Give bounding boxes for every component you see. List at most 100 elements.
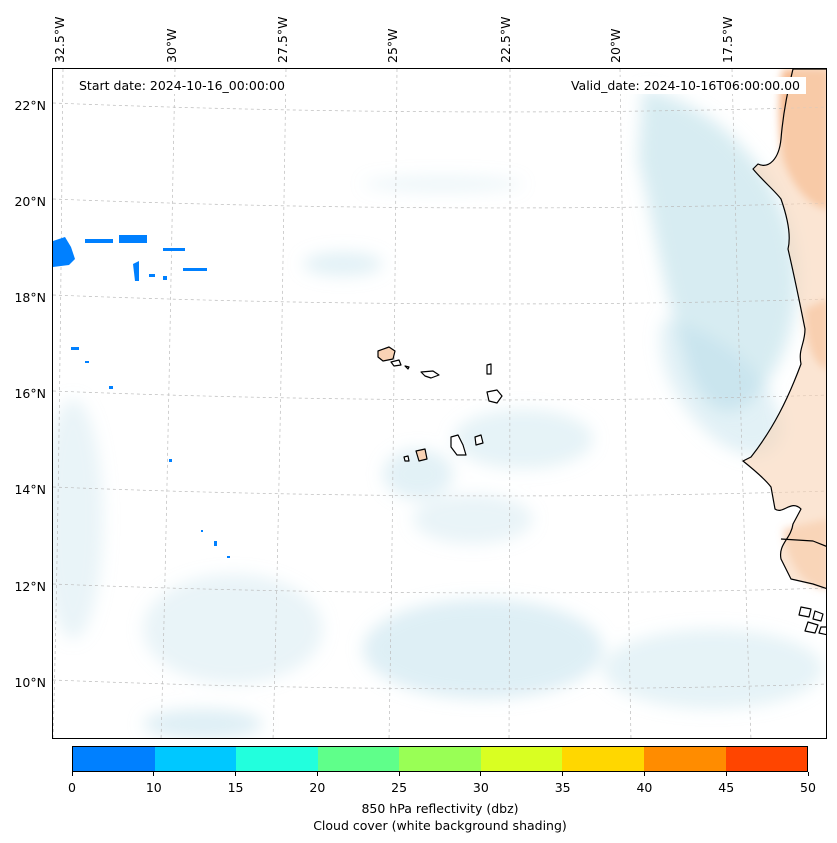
cloud-patch-center — [453, 409, 593, 469]
cloud-patch-west — [53, 399, 103, 639]
cloud-patch-mid — [413, 494, 533, 544]
santo-antao-island — [377, 346, 396, 362]
parallel-10n — [53, 679, 826, 690]
colorbar-tick-label: 30 — [472, 780, 489, 795]
colorbar-tick-mark — [398, 772, 400, 776]
echo-dot-6 — [169, 459, 172, 462]
colorbar-tick-mark — [807, 772, 809, 776]
colorbar — [72, 746, 808, 772]
map-canvas — [53, 69, 826, 738]
meridian-20w — [619, 69, 632, 738]
cloud-patch-islands — [383, 449, 453, 499]
colorbar-tick-mark — [480, 772, 482, 776]
landmass — [377, 69, 826, 636]
start-date-label: Start date: 2024-10-16_00:00:00 — [73, 77, 291, 94]
colorbar-segment-5 — [480, 747, 563, 771]
cloud-patch-bottom — [143, 709, 263, 738]
parallel-16n — [53, 390, 826, 401]
lat-label-12n: 12°N — [14, 579, 46, 594]
cloud-patch-north2 — [363, 176, 523, 192]
meridian-32-5w — [53, 69, 64, 738]
sao-nicolau-island — [420, 370, 440, 379]
graticule — [53, 69, 826, 738]
lon-label-17-5w: 17.5°W — [720, 16, 735, 63]
echo-dot-2 — [163, 276, 167, 280]
africa-coast-north — [742, 69, 826, 589]
cloud-patch-north — [303, 252, 383, 276]
colorbar-label-cloud-cover: Cloud cover (white background shading) — [313, 818, 567, 833]
gambia-estuary — [780, 538, 826, 547]
valid-date-label: Valid_date: 2024-10-16T06:00:00.00 — [564, 77, 806, 94]
sal-island — [486, 363, 492, 375]
colorbar-tick-label: 35 — [554, 780, 571, 795]
colorbar-tick-label: 50 — [800, 780, 816, 795]
echo-bar-3 — [163, 248, 185, 251]
lon-label-27-5w: 27.5°W — [275, 16, 290, 63]
colorbar-tick-mark — [643, 772, 645, 776]
maio-island — [474, 434, 484, 446]
colorbar-tick-mark — [71, 772, 73, 776]
lon-label-32-5w: 32.5°W — [52, 16, 67, 63]
echo-dot-5 — [109, 386, 113, 389]
brava-island — [403, 455, 410, 462]
colorbar-segment-6 — [562, 747, 644, 771]
parallel-12n — [53, 583, 826, 594]
colorbar-segment-4 — [399, 747, 481, 771]
colorbar-tick-label: 20 — [309, 780, 326, 795]
guinea-bissau-island-1 — [798, 606, 812, 618]
cloud-patch-south — [363, 599, 603, 699]
lon-label-30w: 30°W — [164, 28, 179, 63]
colorbar-tick-mark — [725, 772, 727, 776]
echo-bar-1 — [85, 239, 113, 243]
cloud-shading — [53, 89, 823, 738]
boa-vista-island — [486, 389, 503, 404]
meridian-17-5w — [731, 69, 752, 738]
parallel-18n — [53, 294, 826, 305]
parallel-14n — [53, 486, 826, 497]
meridian-30w — [160, 69, 176, 738]
colorbar-tick-label: 10 — [145, 780, 162, 795]
parallel-22n — [53, 102, 826, 113]
colorbar-tick-label: 45 — [718, 780, 735, 795]
colorbar-segment-1 — [154, 747, 237, 771]
echo-dot-8 — [214, 541, 217, 546]
echo-large-west — [53, 237, 75, 267]
santa-luzia-island — [404, 365, 410, 370]
colorbar-tick-label: 15 — [227, 780, 244, 795]
colorbar-segment-3 — [317, 747, 400, 771]
echo-dot-1 — [149, 274, 155, 277]
echo-dot-7 — [201, 530, 203, 532]
guinea-bissau-island-4 — [818, 626, 826, 636]
colorbar-segment-0 — [73, 747, 155, 771]
colorbar-segment-7 — [643, 747, 726, 771]
colorbar-tick-mark — [316, 772, 318, 776]
sao-vicente-island — [390, 359, 402, 367]
echo-stroke-1 — [133, 261, 139, 281]
echo-dot-4 — [85, 361, 89, 363]
reflectivity-echoes — [53, 235, 230, 558]
guinea-bissau-island-3 — [804, 621, 819, 634]
lat-label-20n: 20°N — [14, 194, 46, 209]
lat-label-16n: 16°N — [14, 386, 46, 401]
colorbar-tick-mark — [235, 772, 237, 776]
colorbar-label-reflectivity: 850 hPa reflectivity (dbz) — [361, 801, 519, 816]
cloud-patch-southwest — [143, 574, 323, 684]
guinea-bissau-island-2 — [812, 610, 824, 622]
echo-dot-9 — [227, 556, 230, 558]
map-panel[interactable]: Start date: 2024-10-16_00:00:00 Valid_da… — [52, 68, 827, 739]
colorbar-tick-label: 25 — [391, 780, 408, 795]
colorbar-segment-2 — [236, 747, 318, 771]
colorbar-tick-mark — [153, 772, 155, 776]
lon-label-20w: 20°W — [608, 28, 623, 63]
lat-label-22n: 22°N — [14, 98, 46, 113]
colorbar-tick-label: 0 — [68, 780, 76, 795]
lon-label-22-5w: 22.5°W — [498, 16, 513, 63]
cloud-band-east-lower — [660, 319, 783, 456]
lat-label-18n: 18°N — [14, 290, 46, 305]
echo-bar-4 — [183, 268, 207, 271]
colorbar-tick-mark — [562, 772, 564, 776]
colorbar-segment-8 — [725, 747, 808, 771]
lat-label-14n: 14°N — [14, 482, 46, 497]
echo-dot-3 — [71, 347, 79, 350]
parallel-20n — [53, 198, 826, 209]
